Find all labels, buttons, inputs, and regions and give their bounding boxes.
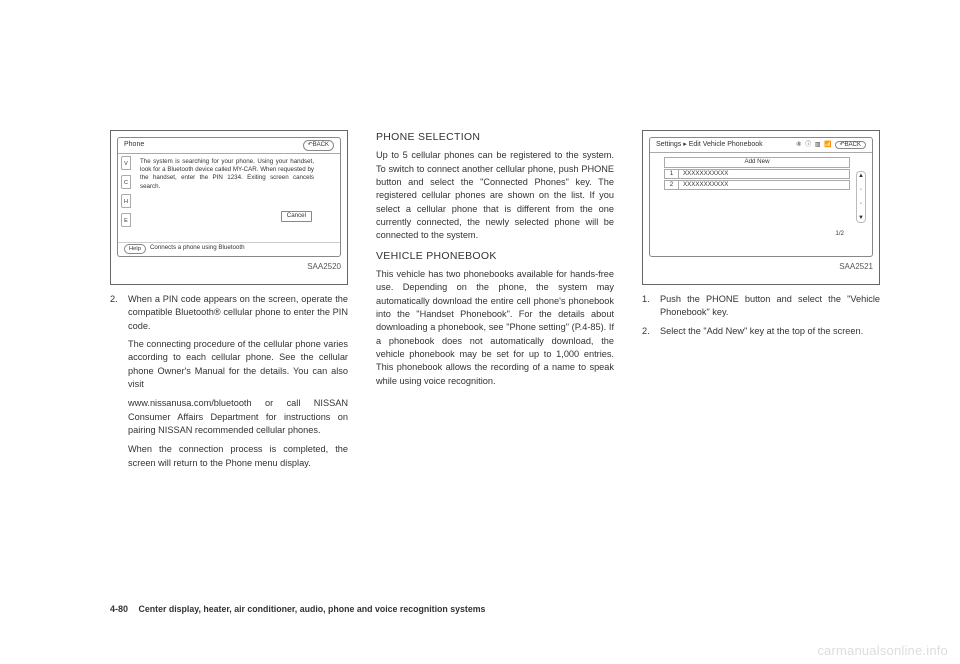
figure-1-title: Phone xyxy=(124,140,144,150)
list-row-1: 1 XXXXXXXXXXX xyxy=(664,169,850,179)
phone-selection-heading: PHONE SELECTION xyxy=(376,130,614,145)
figure-2-right: ⑧ ⓘ ▥ 📶 ↶BACK xyxy=(796,140,866,150)
page-content: Phone ↶BACK V C H E The system is search… xyxy=(0,0,960,516)
figure-2: Settings ▸ Edit Vehicle Phonebook ⑧ ⓘ ▥ … xyxy=(642,130,880,285)
column-3: Settings ▸ Edit Vehicle Phonebook ⑧ ⓘ ▥ … xyxy=(642,130,880,476)
col3-step2: 2. Select the "Add New" key at the top o… xyxy=(642,325,880,338)
figure-2-breadcrumb: Settings ▸ Edit Vehicle Phonebook xyxy=(656,140,763,150)
section-title: Center display, heater, air conditioner,… xyxy=(139,604,486,614)
pager: 1/2 xyxy=(835,230,844,238)
col1-p3: www.nissanusa.com/bluetooth or call NISS… xyxy=(128,397,348,437)
figure-1-screen: Phone ↶BACK V C H E The system is search… xyxy=(117,137,341,257)
figure-1: Phone ↶BACK V C H E The system is search… xyxy=(110,130,348,285)
page-number: 4-80 xyxy=(110,604,128,614)
col2-p1: Up to 5 cellular phones can be registere… xyxy=(376,149,614,242)
page-footer: 4-80 Center display, heater, air conditi… xyxy=(110,604,485,614)
step-number: 2. xyxy=(642,325,654,338)
step-text: Select the "Add New" key at the top of t… xyxy=(660,325,880,338)
scroll-dot-icon: ◦ xyxy=(860,186,862,194)
column-1: Phone ↶BACK V C H E The system is search… xyxy=(110,130,348,476)
figure-2-titlebar: Settings ▸ Edit Vehicle Phonebook ⑧ ⓘ ▥ … xyxy=(650,138,872,153)
back-button-2: ↶BACK xyxy=(835,141,866,149)
step-number: 2. xyxy=(110,293,122,333)
figure-2-caption: SAA2521 xyxy=(649,261,873,273)
figure-1-body: The system is searching for your phone. … xyxy=(118,154,340,242)
col1-step2: 2. When a PIN code appears on the screen… xyxy=(110,293,348,333)
figure-2-screen: Settings ▸ Edit Vehicle Phonebook ⑧ ⓘ ▥ … xyxy=(649,137,873,257)
figure-1-help-row: Help Connects a phone using Bluetooth xyxy=(118,242,340,254)
list-row-2: 2 XXXXXXXXXXX xyxy=(664,180,850,190)
step-number: 1. xyxy=(642,293,654,320)
col1-p4: When the connection process is completed… xyxy=(128,443,348,470)
step-text: When a PIN code appears on the screen, o… xyxy=(128,293,348,333)
back-label-2: BACK xyxy=(845,142,861,148)
add-new-row: Add New xyxy=(664,157,850,167)
cancel-button: Cancel xyxy=(281,211,312,221)
list-row-1-num: 1 xyxy=(665,170,679,178)
vehicle-phonebook-heading: VEHICLE PHONEBOOK xyxy=(376,249,614,264)
status-icons: ⑧ ⓘ ▥ 📶 xyxy=(796,142,833,148)
column-2: PHONE SELECTION Up to 5 cellular phones … xyxy=(376,130,614,476)
back-label: BACK xyxy=(313,142,329,148)
scroll-indicator: ▲ ◦ ◦ ▼ xyxy=(856,171,866,223)
step-text: Push the PHONE button and select the "Ve… xyxy=(660,293,880,320)
back-button: ↶BACK xyxy=(303,140,334,151)
col2-p2: This vehicle has two phonebooks availabl… xyxy=(376,268,614,388)
figure-1-message: The system is searching for your phone. … xyxy=(140,158,314,190)
scroll-down-icon: ▼ xyxy=(858,214,864,222)
help-text: Connects a phone using Bluetooth xyxy=(150,244,245,253)
col1-p2: The connecting procedure of the cellular… xyxy=(128,338,348,391)
scroll-dot-icon-2: ◦ xyxy=(860,200,862,208)
figure-1-caption: SAA2520 xyxy=(117,261,341,273)
watermark: carmanualsonline.info xyxy=(817,643,948,658)
scroll-up-icon: ▲ xyxy=(858,172,864,180)
figure-2-body: Add New 1 XXXXXXXXXXX 2 XXXXXXXXXXX ▲ ◦ … xyxy=(650,153,872,241)
list-row-2-num: 2 xyxy=(665,181,679,189)
figure-1-titlebar: Phone ↶BACK xyxy=(118,138,340,154)
list-row-1-val: XXXXXXXXXXX xyxy=(679,170,849,178)
help-pill: Help xyxy=(124,244,146,254)
col3-step1: 1. Push the PHONE button and select the … xyxy=(642,293,880,320)
list-row-2-val: XXXXXXXXXXX xyxy=(679,181,849,189)
